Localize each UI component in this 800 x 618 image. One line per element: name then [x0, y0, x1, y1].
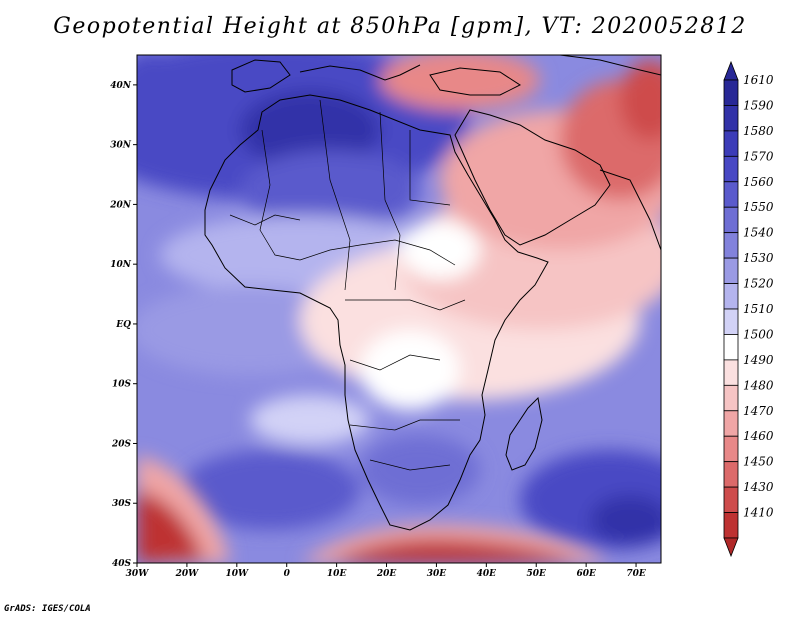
colorbar-swatch [723, 435, 739, 463]
colorbar-label: 1510 [743, 302, 774, 316]
colorbar-swatch [723, 410, 739, 437]
colorbar-swatch [723, 130, 739, 157]
lat-tick-label: 40S [112, 559, 132, 569]
lat-tick-label: 20S [111, 439, 132, 449]
colorbar-label: 1580 [743, 124, 774, 138]
lon-tick-label: 70E [626, 569, 646, 579]
colorbar-label: 1460 [743, 429, 774, 443]
colorbar-label: 1540 [743, 226, 774, 240]
colorbar-swatch [723, 257, 739, 284]
lon-tick-label: 40E [477, 569, 497, 579]
colorbar-label: 1490 [743, 353, 774, 367]
height-field [137, 55, 661, 563]
lon-tick-label: 20E [376, 569, 397, 579]
colorbar-swatch [723, 486, 739, 513]
colorbar-label: 1560 [743, 175, 774, 189]
colorbar-swatch [723, 155, 739, 183]
lat-tick-label: 30N [110, 141, 132, 151]
coastlines [204, 55, 661, 531]
lat-tick-label: 30S [112, 499, 132, 509]
colorbar-label: 1610 [743, 73, 774, 87]
colorbar: 1610 1590 1580 1570 1560 1550 1540 1530 1520 1510… [723, 60, 774, 558]
colorbar-swatch [723, 105, 739, 132]
colorbar-label: 1550 [743, 200, 774, 214]
plot-frame [136, 54, 662, 564]
lon-tick-label: 0 [284, 569, 291, 579]
colorbar-swatch [723, 461, 739, 488]
colorbar-swatch [723, 232, 739, 259]
colorbar-swatch [723, 512, 739, 539]
lon-tick-label: 60E [576, 569, 596, 579]
lat-tick-label: 10S [112, 380, 132, 390]
lat-tick-label: 10N [110, 260, 132, 270]
colorbar-swatch [723, 283, 739, 310]
colorbar-label: 1470 [743, 404, 774, 418]
lon-tick-label: 20W [175, 569, 200, 579]
lon-tick-label: 10E [327, 569, 347, 579]
lon-tick-label: 30E [427, 569, 447, 579]
colorbar-label: 1430 [743, 480, 774, 494]
colorbar-swatch [723, 334, 739, 361]
colorbar-label: 1590 [743, 98, 774, 112]
lat-tick-label: 40N [110, 81, 132, 91]
lon-tick-label: 30W [126, 569, 150, 579]
colorbar-swatch [723, 181, 739, 208]
lon-tick-label: 50E [527, 569, 547, 579]
colorbar-label: 1410 [743, 506, 774, 520]
lat-tick-label: 20N [109, 200, 132, 210]
colorbar-label: 1480 [743, 378, 774, 392]
grads-credit: GrADS: IGES/COLA [4, 604, 91, 614]
colorbar-label: 1450 [743, 455, 774, 469]
colorbar-bottom-arrow [723, 537, 739, 558]
colorbar-label: 1530 [743, 251, 774, 265]
colorbar-label: 1520 [743, 277, 774, 291]
lon-tick-label: 10W [225, 569, 249, 579]
colorbar-swatch [723, 79, 739, 106]
lat-tick-label: EQ [115, 320, 131, 330]
colorbar-label: 1570 [743, 149, 774, 163]
colorbar-label: 1500 [743, 327, 774, 341]
colorbar-swatch [723, 308, 739, 335]
colorbar-swatch [723, 384, 739, 412]
axis-ticks: 30W 20W 10W 0 10E 20E 30E 40E 50E 60E 70E 40N 30N 20N… [109, 81, 646, 579]
colorbar-top-arrow [723, 60, 739, 81]
colorbar-swatch [723, 206, 739, 234]
colorbar-swatch [723, 359, 739, 386]
map-title: Geopotential Height at 850hPa [gpm], VT:… [53, 14, 747, 39]
